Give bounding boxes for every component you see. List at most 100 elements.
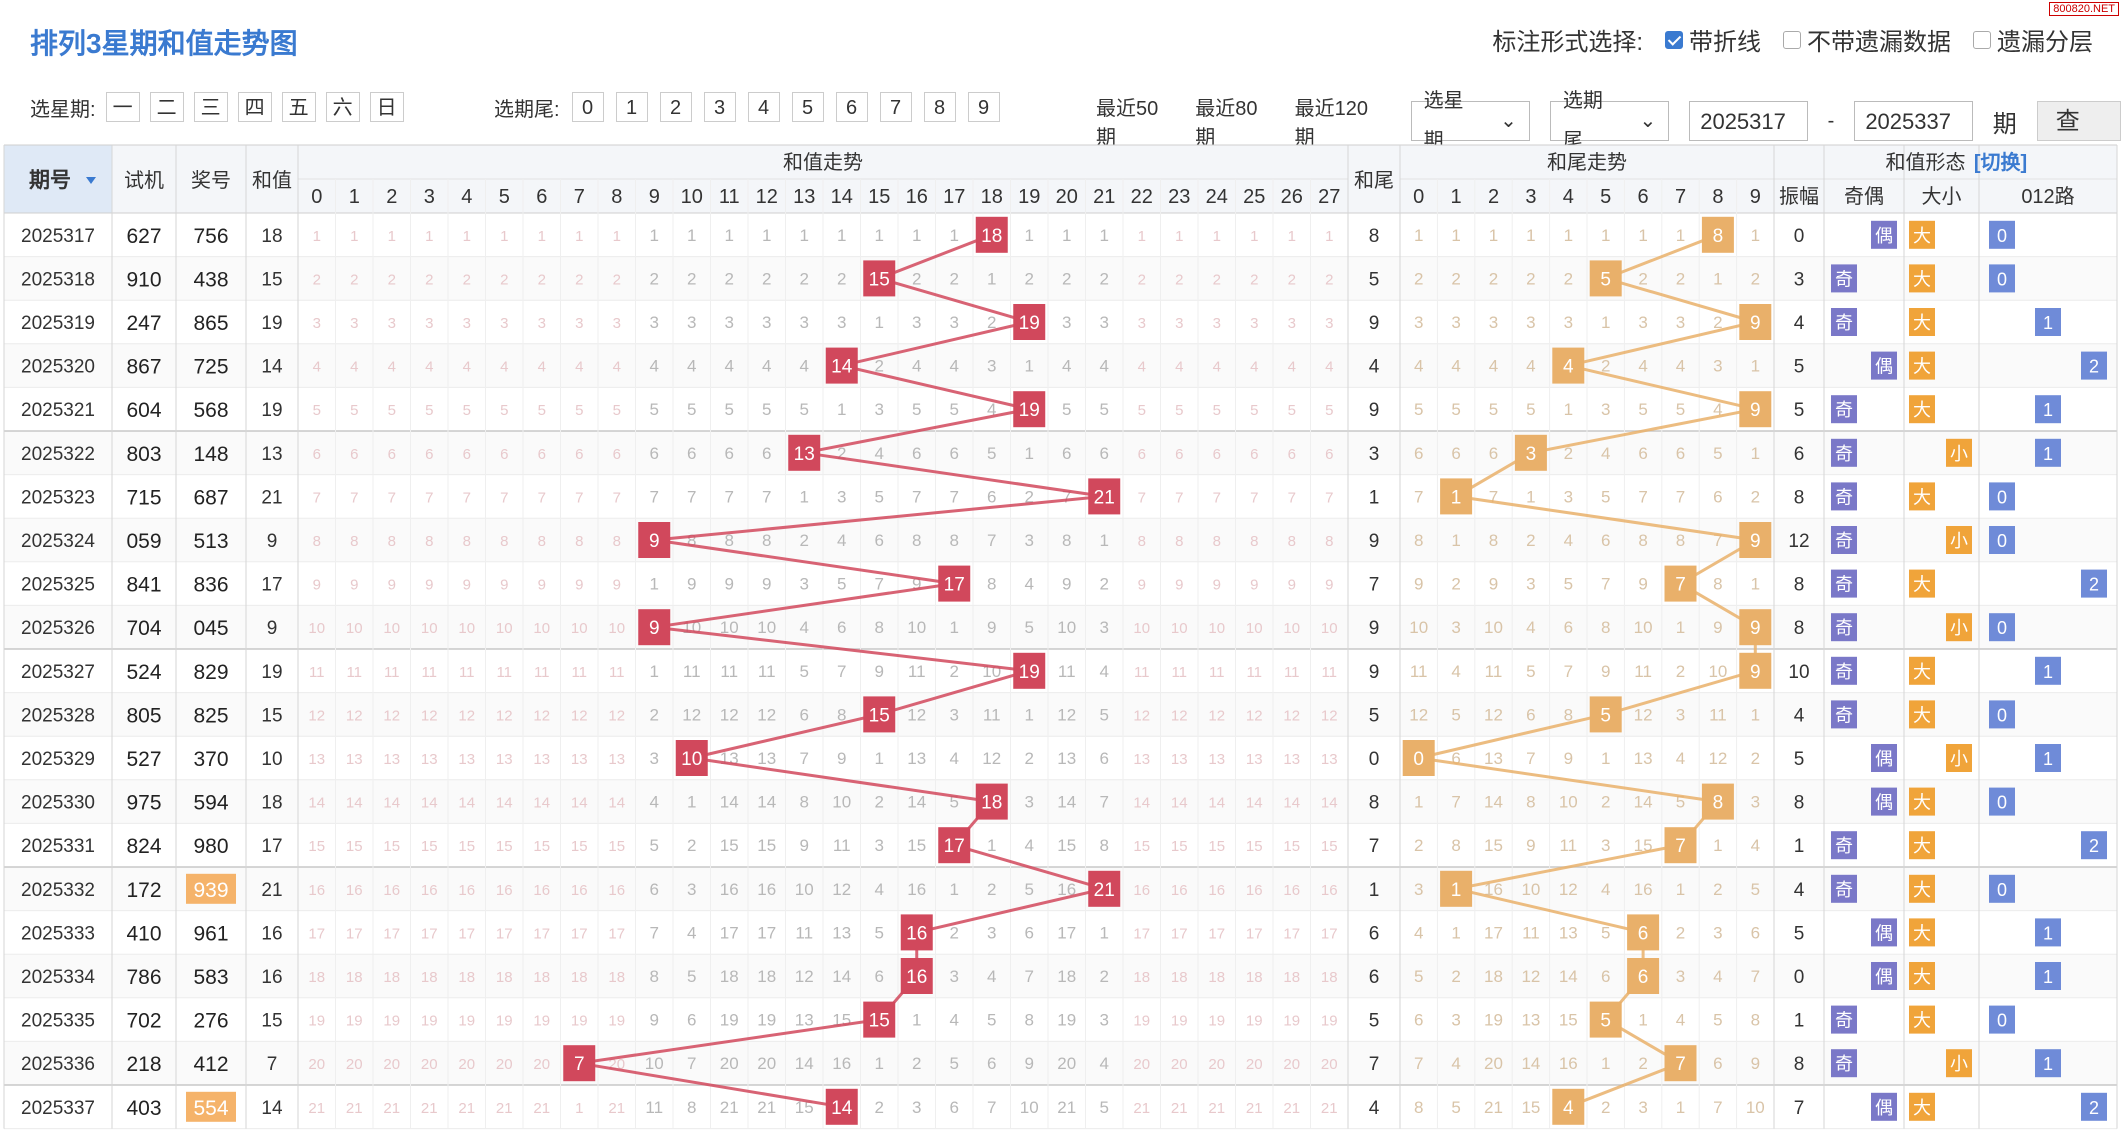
sum-omission: 2 <box>350 271 358 288</box>
sum-omission: 7 <box>350 489 358 506</box>
sum-col-header: 21 <box>1093 186 1115 208</box>
weekday-button[interactable]: 三 <box>193 92 228 122</box>
sum-omission: 16 <box>1208 882 1225 899</box>
sum-omission: 6 <box>425 446 433 463</box>
route-marker <box>1989 264 2015 293</box>
sum-omission: 2 <box>1288 271 1296 288</box>
bigsmall-cell: 大 <box>1913 1011 1931 1031</box>
row-stripe <box>4 431 2117 475</box>
sum-hit-marker <box>825 1088 858 1125</box>
sum-omission: 1 <box>650 226 659 245</box>
test-cell: 172 <box>126 879 161 902</box>
amp-header: 振幅 <box>1779 185 1819 208</box>
weekday-button[interactable]: 五 <box>281 92 316 122</box>
option-omission-layer[interactable]: 遗漏分层 <box>1973 22 2093 57</box>
tail-button[interactable]: 3 <box>703 92 736 122</box>
sum-omission: 12 <box>421 707 438 724</box>
tail-omission: 7 <box>1526 749 1535 768</box>
sum-omission: 5 <box>950 793 959 812</box>
sum-omission: 3 <box>1175 315 1183 332</box>
sum-omission: 8 <box>613 533 621 550</box>
weekday-button[interactable]: 一 <box>105 92 140 122</box>
recent-50-link[interactable]: 最近50期 <box>1096 98 1159 149</box>
sum-omission: 13 <box>757 749 776 768</box>
sum-omission: 19 <box>496 1013 513 1030</box>
sum-cell: 14 <box>261 357 283 378</box>
tail-omission: 1 <box>1751 226 1760 245</box>
tail-button[interactable]: 9 <box>967 92 1000 122</box>
bigsmall-marker <box>1946 526 1972 554</box>
tail-omission: 9 <box>1601 662 1610 681</box>
sum-tail-cell: 9 <box>1369 400 1380 421</box>
odd-cell: 奇 <box>1835 1011 1853 1031</box>
tail-omission: 7 <box>1601 575 1610 594</box>
sum-omission: 5 <box>313 402 321 419</box>
amp-cell: 8 <box>1794 487 1805 508</box>
sum-omission: 3 <box>912 313 921 332</box>
option-no-omission[interactable]: 不带遗漏数据 <box>1783 22 1951 57</box>
tail-button[interactable]: 6 <box>835 92 868 122</box>
from-issue-input[interactable]: 2025317 <box>1689 101 1808 141</box>
checkbox-checked-icon[interactable] <box>1665 30 1683 49</box>
sum-hit-marker <box>1013 652 1046 689</box>
issue-cell: 2025323 <box>21 487 95 508</box>
route-marker <box>2035 438 2061 467</box>
sum-omission: 3 <box>912 1098 921 1117</box>
sum-omission: 7 <box>687 487 696 506</box>
tail-button[interactable]: 4 <box>747 92 780 122</box>
route-cell: 0 <box>1997 705 2007 725</box>
option-polyline[interactable]: 带折线 <box>1665 22 1761 57</box>
to-issue-input[interactable]: 2025337 <box>1854 101 1973 141</box>
tail-button[interactable]: 0 <box>571 92 604 122</box>
tail-button[interactable]: 1 <box>615 92 648 122</box>
tail-button[interactable]: 7 <box>879 92 912 122</box>
tail-hit-value: 4 <box>1563 1098 1574 1119</box>
sum-omission: 2 <box>950 269 959 288</box>
sum-omission: 20 <box>1246 1056 1263 1073</box>
odd-cell: 奇 <box>1835 444 1853 464</box>
sum-omission: 4 <box>1213 359 1221 376</box>
tail-omission: 8 <box>1451 836 1460 855</box>
tail-omission: 5 <box>1451 705 1460 724</box>
tail-omission: 6 <box>1489 444 1498 463</box>
tail-button[interactable]: 2 <box>659 92 692 122</box>
weekday-button[interactable]: 四 <box>237 92 272 122</box>
sum-omission: 20 <box>1321 1056 1338 1073</box>
sum-omission: 15 <box>421 838 438 855</box>
sum-omission: 4 <box>875 880 884 899</box>
sum-omission: 8 <box>987 575 996 594</box>
checkbox-icon[interactable] <box>1973 30 1991 49</box>
issue-cell: 2025320 <box>21 357 95 378</box>
sum-omission: 8 <box>1175 533 1183 550</box>
sum-omission: 1 <box>1062 226 1071 245</box>
tail-hit-marker <box>1589 696 1622 733</box>
recent-80-link[interactable]: 最近80期 <box>1195 98 1258 149</box>
sum-omission: 5 <box>1100 400 1109 419</box>
sum-omission: 10 <box>907 618 926 637</box>
prize-cell: 980 <box>193 835 228 858</box>
tail-button[interactable]: 5 <box>791 92 824 122</box>
tail-button[interactable]: 8 <box>923 92 956 122</box>
tail-omission: 4 <box>1676 1011 1685 1030</box>
weekday-button[interactable]: 二 <box>149 92 184 122</box>
bigsmall-marker <box>1909 308 1935 336</box>
sum-omission: 21 <box>383 1100 400 1117</box>
tail-omission: 3 <box>1489 313 1498 332</box>
tail-omission: 3 <box>1751 793 1760 812</box>
sum-omission: 13 <box>496 751 513 768</box>
route-cell: 0 <box>1997 487 2007 507</box>
tail-omission: 2 <box>1751 749 1760 768</box>
sum-tail-cell: 4 <box>1369 357 1380 378</box>
route-cell: 1 <box>2043 923 2053 943</box>
sum-col-header: 9 <box>649 186 660 208</box>
sum-omission: 2 <box>538 271 546 288</box>
tail-omission: 1 <box>1414 793 1423 812</box>
sum-omission: 11 <box>346 664 362 681</box>
checkbox-icon[interactable] <box>1783 30 1801 49</box>
recent-120-link[interactable]: 最近120期 <box>1294 98 1368 149</box>
tail-omission: 6 <box>1713 1054 1722 1073</box>
weekday-button[interactable]: 六 <box>325 92 360 122</box>
weekday-button[interactable]: 日 <box>369 92 404 122</box>
sum-hit-value: 18 <box>981 793 1002 814</box>
sum-omission: 13 <box>1133 751 1150 768</box>
